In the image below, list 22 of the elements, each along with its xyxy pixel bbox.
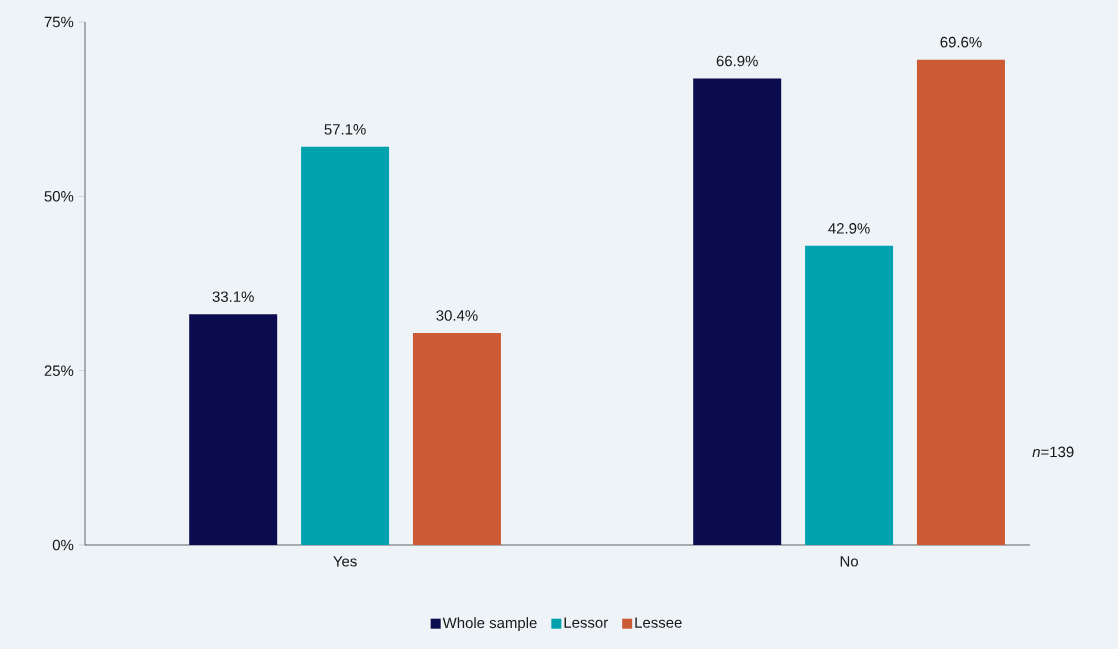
data-label: 42.9% [828,223,870,234]
bar [412,333,501,545]
data-label: 30.4% [436,310,478,321]
data-label: 57.1% [324,124,366,135]
data-label: 66.9% [716,55,758,67]
legend-label: Lessee [635,617,682,628]
bar [693,78,782,545]
data-label: 69.6% [940,36,982,48]
data-label: 33.1% [212,291,254,302]
y-tick-label: 50% [44,191,74,202]
x-tick-label: Yes [333,556,357,567]
x-tick-label: No [840,556,858,567]
bar [189,314,278,545]
bar [916,59,1005,545]
legend-label: Whole sample [442,617,537,632]
y-tick-label: 0% [52,539,74,551]
y-tick-label: 75% [44,16,74,28]
bar [805,245,894,545]
bar [301,146,390,545]
legend-label: Lessor [564,617,608,628]
y-tick-label: 25% [44,365,74,376]
text: n=139 [1032,446,1074,458]
